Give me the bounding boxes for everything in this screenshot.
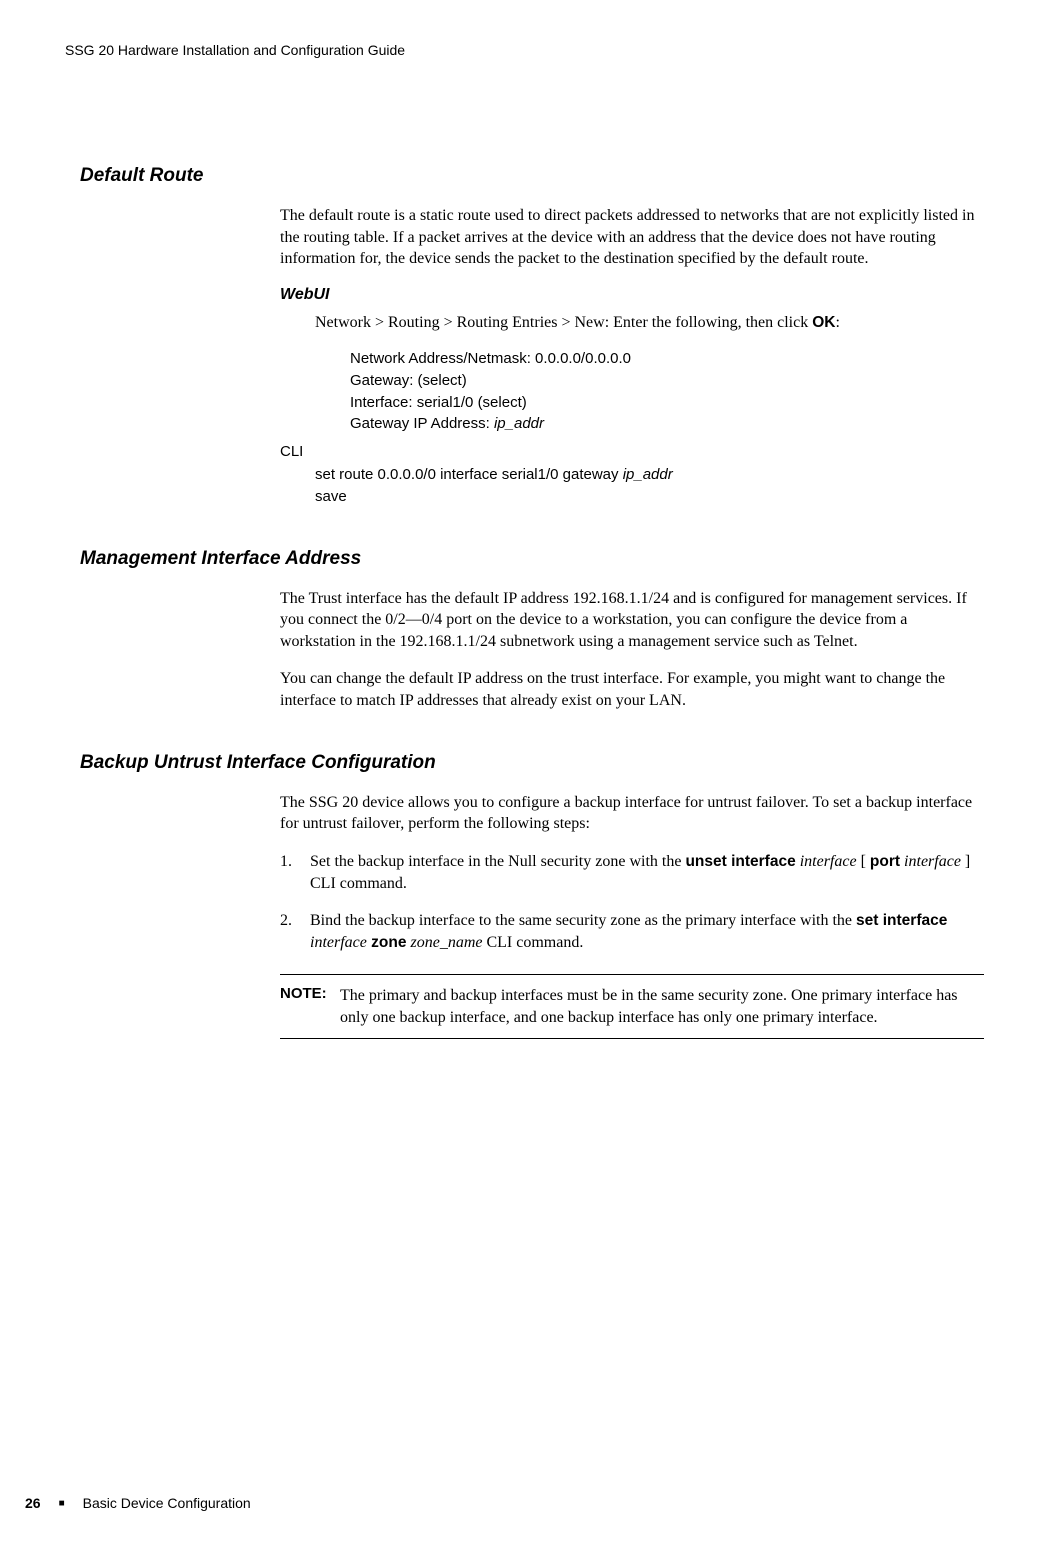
step-1: 1. Set the backup interface in the Null …: [280, 851, 984, 895]
cli-line1-var: ip_addr: [623, 466, 673, 483]
step-2-num: 2.: [280, 910, 310, 954]
default-route-para1: The default route is a static route used…: [280, 205, 984, 270]
step-1-num: 1.: [280, 851, 310, 895]
heading-backup: Backup Untrust Interface Configuration: [80, 752, 984, 774]
cli-label: CLI: [280, 443, 984, 460]
running-header: SSG 20 Hardware Installation and Configu…: [65, 42, 405, 58]
footer-bullet-icon: ■: [59, 1498, 65, 1509]
s2d: zone: [367, 934, 407, 951]
backup-body: The SSG 20 device allows you to configur…: [280, 792, 984, 1040]
s2a: Bind the backup interface to the same se…: [310, 912, 856, 929]
cli-line1-pre: set route 0.0.0.0/0 interface serial1/0 …: [315, 466, 623, 483]
field-interface: Interface: serial1/0 (select): [350, 392, 984, 414]
webui-nav-pre: Network > Routing > Routing Entries > Ne…: [315, 314, 812, 331]
field-gateway-ip-var: ip_addr: [494, 415, 544, 432]
s1b: unset interface: [685, 853, 795, 870]
s1f: interface: [900, 853, 961, 870]
page-number: 26: [25, 1495, 41, 1511]
mgmt-para2: You can change the default IP address on…: [280, 668, 984, 711]
s2f: CLI command.: [482, 934, 583, 951]
heading-mgmt: Management Interface Address: [80, 548, 984, 570]
page: SSG 20 Hardware Installation and Configu…: [0, 0, 1049, 1553]
default-route-body: The default route is a static route used…: [280, 205, 984, 508]
s1a: Set the backup interface in the Null sec…: [310, 853, 685, 870]
cli-line2: save: [315, 486, 984, 508]
mgmt-para1: The Trust interface has the default IP a…: [280, 588, 984, 653]
heading-default-route: Default Route: [80, 165, 984, 187]
webui-nav-ok: OK: [812, 314, 835, 331]
step-1-body: Set the backup interface in the Null sec…: [310, 851, 984, 895]
field-gateway: Gateway: (select): [350, 370, 984, 392]
s2b: set interface: [856, 912, 947, 929]
s2c: interface: [310, 934, 367, 951]
field-gateway-ip: Gateway IP Address: ip_addr: [350, 413, 984, 435]
webui-nav-post: :: [835, 314, 839, 331]
webui-nav: Network > Routing > Routing Entries > Ne…: [315, 312, 984, 334]
note-label: NOTE:: [280, 985, 340, 1028]
note-block: NOTE: The primary and backup interfaces …: [280, 974, 984, 1039]
s1d: [: [857, 853, 870, 870]
s1e: port: [870, 853, 900, 870]
field-netmask: Network Address/Netmask: 0.0.0.0/0.0.0.0: [350, 348, 984, 370]
field-gateway-ip-pre: Gateway IP Address:: [350, 415, 494, 432]
mgmt-body: The Trust interface has the default IP a…: [280, 588, 984, 712]
content-area: Default Route The default route is a sta…: [80, 165, 984, 1039]
cli-line1: set route 0.0.0.0/0 interface serial1/0 …: [315, 464, 984, 486]
s1c: interface: [796, 853, 857, 870]
webui-fields: Network Address/Netmask: 0.0.0.0/0.0.0.0…: [350, 348, 984, 435]
footer-chapter: Basic Device Configuration: [83, 1495, 251, 1511]
backup-para1: The SSG 20 device allows you to configur…: [280, 792, 984, 835]
step-2-body: Bind the backup interface to the same se…: [310, 910, 984, 954]
s2e: zone_name: [407, 934, 483, 951]
page-footer: 26 ■ Basic Device Configuration: [25, 1495, 251, 1511]
webui-label: WebUI: [280, 286, 984, 304]
note-body: The primary and backup interfaces must b…: [340, 985, 984, 1028]
step-2: 2. Bind the backup interface to the same…: [280, 910, 984, 954]
cli-block: set route 0.0.0.0/0 interface serial1/0 …: [315, 464, 984, 508]
